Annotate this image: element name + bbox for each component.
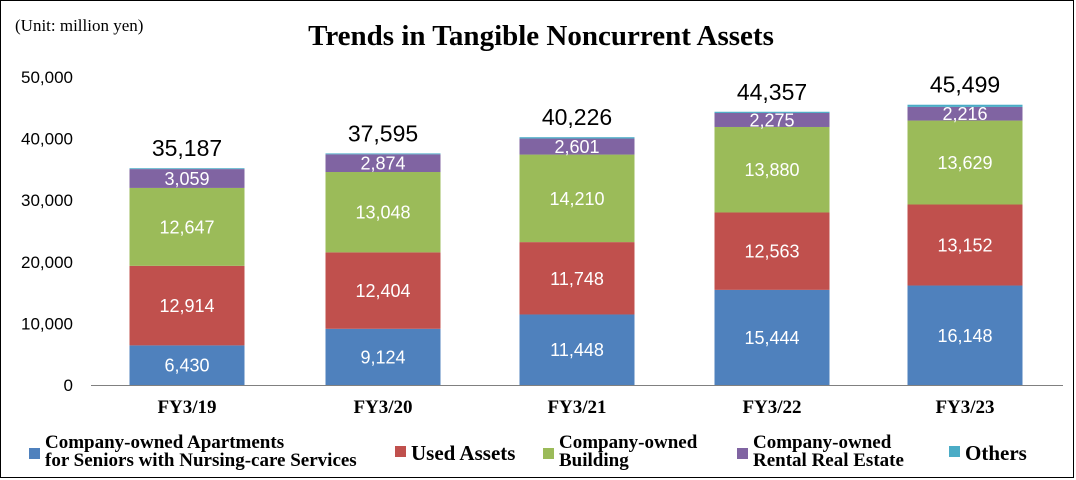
bar-segment (519, 138, 635, 155)
bar-segment (907, 120, 1023, 205)
legend-swatch (949, 446, 960, 457)
bar-segment (714, 112, 830, 127)
bar-value-label: 9,124 (360, 347, 405, 367)
bar-total-label: 37,595 (348, 120, 418, 146)
legend-swatch (29, 448, 40, 459)
bar-segment (129, 345, 245, 385)
bar-value-label: 12,647 (159, 217, 214, 237)
bar-value-label: 6,430 (164, 356, 209, 376)
bar-segment (129, 265, 245, 346)
x-tick-label: FY3/22 (742, 397, 801, 418)
bar-value-label: 13,048 (355, 203, 410, 223)
bar-value-label: 2,275 (749, 110, 794, 130)
bar-segment (519, 137, 635, 139)
bar-segment (325, 328, 441, 385)
bar-segment (519, 314, 635, 385)
legend-label: Others (965, 441, 1027, 465)
bar-value-label: 11,748 (550, 269, 604, 289)
bar-segment (325, 252, 441, 329)
bar-value-label: 11,448 (550, 340, 604, 360)
bar-value-label: 2,601 (554, 137, 599, 157)
chart-title: Trends in Tangible Noncurrent Assets (308, 20, 774, 52)
legend-label: Building (559, 450, 629, 471)
bar-segment (714, 126, 830, 213)
bar-value-label: 2,216 (942, 104, 987, 124)
bar-total-label: 45,499 (930, 72, 1000, 98)
bar-value-label: 13,152 (937, 236, 992, 256)
bar-value-label: 12,404 (355, 281, 410, 301)
legend-label: Rental Real Estate (753, 450, 904, 471)
bar-segment (714, 289, 830, 385)
bar-segment (129, 187, 245, 266)
legend-label: Company-owned Apartments (45, 432, 284, 453)
x-axis: FY3/19 FY3/20 FY3/21 FY3/22 FY3/23 (91, 385, 1063, 418)
x-tick-label: FY3/19 (157, 397, 216, 418)
legend-item: Used Assets (395, 441, 515, 465)
legend-label: for Seniors with Nursing-care Services (45, 450, 357, 471)
bar-total-label: 35,187 (152, 135, 222, 161)
x-tick-label: FY3/20 (353, 397, 412, 418)
y-tick-label: 0 (64, 376, 73, 395)
legend-swatch (737, 448, 748, 459)
bar-value-label: 15,444 (744, 328, 799, 348)
bar-segment (714, 212, 830, 290)
bar-value-label: 16,148 (937, 326, 992, 346)
bar-value-label: 12,563 (744, 242, 799, 262)
bar-segment (129, 168, 245, 170)
y-tick-label: 30,000 (21, 191, 73, 210)
x-tick-label: FY3/21 (547, 397, 606, 418)
y-tick-label: 10,000 (21, 314, 73, 333)
bar-segment (325, 154, 441, 173)
legend-swatch (543, 448, 554, 459)
bar-segment (907, 285, 1023, 385)
bar-value-label: 13,629 (937, 153, 992, 173)
legend-label: Used Assets (411, 441, 515, 465)
bar-segment (129, 169, 245, 188)
bar-segment (907, 204, 1023, 286)
legend-item: Others (949, 441, 1027, 465)
bar-segment (519, 242, 635, 315)
bar-value-label: 13,880 (744, 160, 799, 180)
bar-segment (907, 104, 1023, 107)
bar-segment (325, 172, 441, 253)
bar-value-label: 14,210 (549, 189, 604, 209)
bar-value-label: 12,914 (159, 296, 214, 316)
bar-value-label: 2,874 (360, 154, 405, 174)
bar-total-label: 40,226 (542, 104, 612, 130)
bar-value-label: 3,059 (164, 169, 209, 189)
y-axis: 0 10,000 20,000 30,000 40,000 50,000 (21, 68, 73, 395)
bar-segment (519, 154, 635, 243)
bar-segment (714, 111, 830, 113)
bars-group: 6,430 12,914 12,647 3,059 35,187 9,124 12,404 1… (129, 72, 1023, 385)
legend-label: Company-owned (753, 432, 892, 453)
legend-label: Company-owned (559, 432, 698, 453)
bar-segment (325, 153, 441, 155)
bar-total-label: 44,357 (737, 79, 807, 105)
bar-segment (907, 106, 1023, 121)
y-tick-label: 50,000 (21, 68, 73, 87)
unit-label: (Unit: million yen) (15, 16, 143, 35)
y-tick-label: 20,000 (21, 253, 73, 272)
legend-swatch (395, 446, 406, 457)
y-tick-label: 40,000 (21, 130, 73, 149)
x-tick-label: FY3/23 (935, 397, 994, 418)
